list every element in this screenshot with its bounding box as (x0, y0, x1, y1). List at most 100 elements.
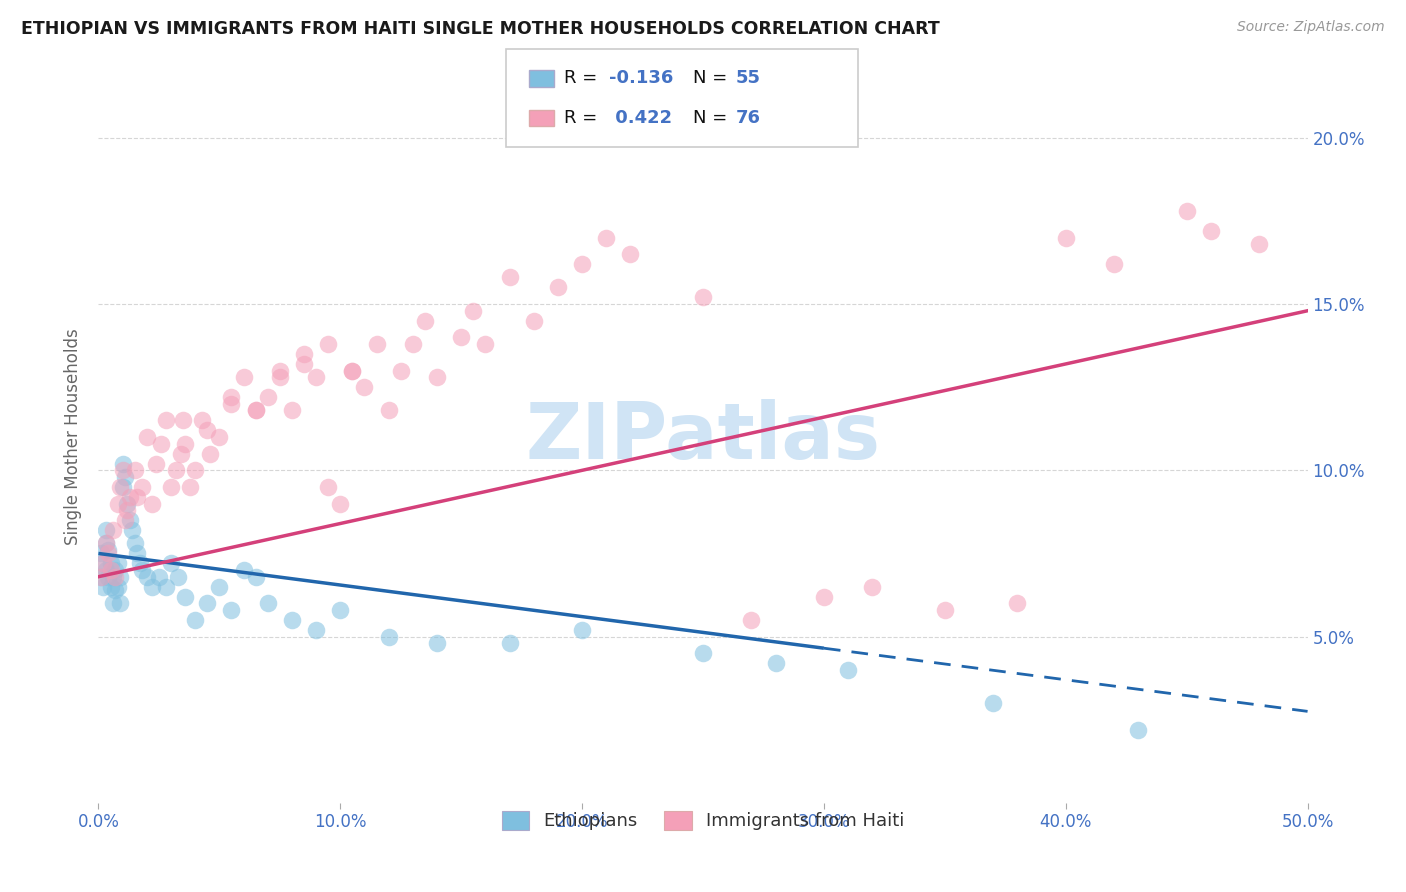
Point (934, 603, 956, 617)
Point (377, 630, 399, 644)
Point (342, 363, 364, 377)
Point (160, 480, 183, 494)
Point (191, 413, 214, 427)
Text: Source: ZipAtlas.com: Source: ZipAtlas.com (1237, 20, 1385, 34)
Point (108, 570, 131, 584)
Point (245, 403, 267, 417)
Point (1007, 596, 1029, 610)
Point (1249, 237, 1271, 252)
Point (413, 314, 436, 328)
Point (135, 570, 157, 584)
Point (256, 390, 278, 404)
Point (160, 557, 183, 571)
Point (329, 603, 352, 617)
Text: -0.136: -0.136 (609, 70, 673, 87)
Point (305, 623, 328, 637)
Point (184, 613, 207, 627)
Point (245, 403, 267, 417)
Point (104, 582, 127, 597)
Point (571, 623, 593, 637)
Point (124, 463, 146, 477)
Point (117, 503, 139, 517)
Point (316, 480, 339, 494)
Point (245, 570, 267, 584)
Point (100, 557, 122, 571)
Point (111, 457, 134, 471)
Text: 55: 55 (735, 70, 761, 87)
Point (198, 447, 221, 461)
Text: ETHIOPIAN VS IMMIGRANTS FROM HAITI SINGLE MOTHER HOUSEHOLDS CORRELATION CHART: ETHIOPIAN VS IMMIGRANTS FROM HAITI SINGL… (21, 20, 939, 37)
Point (121, 523, 143, 537)
Point (523, 314, 546, 328)
Point (94, 523, 117, 537)
Text: R =: R = (564, 109, 603, 127)
Point (221, 390, 243, 404)
Point (195, 424, 218, 438)
Text: ZIPatlas: ZIPatlas (526, 399, 880, 475)
Point (91, 557, 114, 571)
Text: 76: 76 (735, 109, 761, 127)
Point (104, 570, 127, 584)
Point (692, 646, 714, 660)
Point (498, 270, 520, 285)
Point (90, 570, 112, 584)
Point (342, 363, 364, 377)
Point (94, 563, 117, 577)
Point (498, 636, 520, 650)
Point (108, 480, 131, 494)
Point (1199, 224, 1222, 238)
Point (281, 403, 304, 417)
Point (124, 536, 146, 550)
Point (104, 563, 127, 577)
Point (1102, 257, 1125, 271)
Point (232, 370, 254, 384)
Point (389, 363, 412, 377)
Point (172, 413, 194, 427)
Point (221, 397, 243, 411)
Point (316, 337, 339, 351)
Point (97, 570, 120, 584)
Point (450, 330, 472, 344)
Point (195, 596, 218, 610)
Point (619, 247, 641, 261)
Point (1128, 723, 1150, 737)
Point (595, 230, 617, 244)
Point (837, 663, 859, 677)
Point (547, 280, 569, 294)
Point (813, 590, 835, 604)
Point (118, 513, 141, 527)
Point (292, 347, 315, 361)
Point (118, 490, 141, 504)
Point (269, 370, 291, 384)
Point (107, 580, 129, 594)
Point (305, 370, 328, 384)
Point (474, 337, 496, 351)
Point (426, 370, 449, 384)
Point (97, 543, 120, 558)
Point (117, 497, 139, 511)
Point (101, 596, 124, 610)
Legend: Ethiopians, Immigrants from Haiti: Ethiopians, Immigrants from Haiti (495, 804, 911, 838)
Point (179, 480, 201, 494)
Point (114, 513, 136, 527)
Point (232, 563, 254, 577)
Point (145, 457, 167, 471)
Point (111, 480, 134, 494)
Point (256, 596, 278, 610)
Point (174, 590, 197, 604)
Point (174, 436, 197, 450)
Point (463, 303, 485, 318)
Point (90, 570, 112, 584)
Point (90, 546, 112, 560)
Point (101, 570, 124, 584)
Text: 0.422: 0.422 (609, 109, 672, 127)
Point (155, 580, 177, 594)
Point (692, 290, 714, 304)
Point (281, 613, 304, 627)
Point (155, 413, 177, 427)
Point (135, 430, 157, 444)
Point (269, 363, 291, 377)
Point (91, 580, 114, 594)
Point (167, 570, 190, 584)
Point (101, 523, 124, 537)
